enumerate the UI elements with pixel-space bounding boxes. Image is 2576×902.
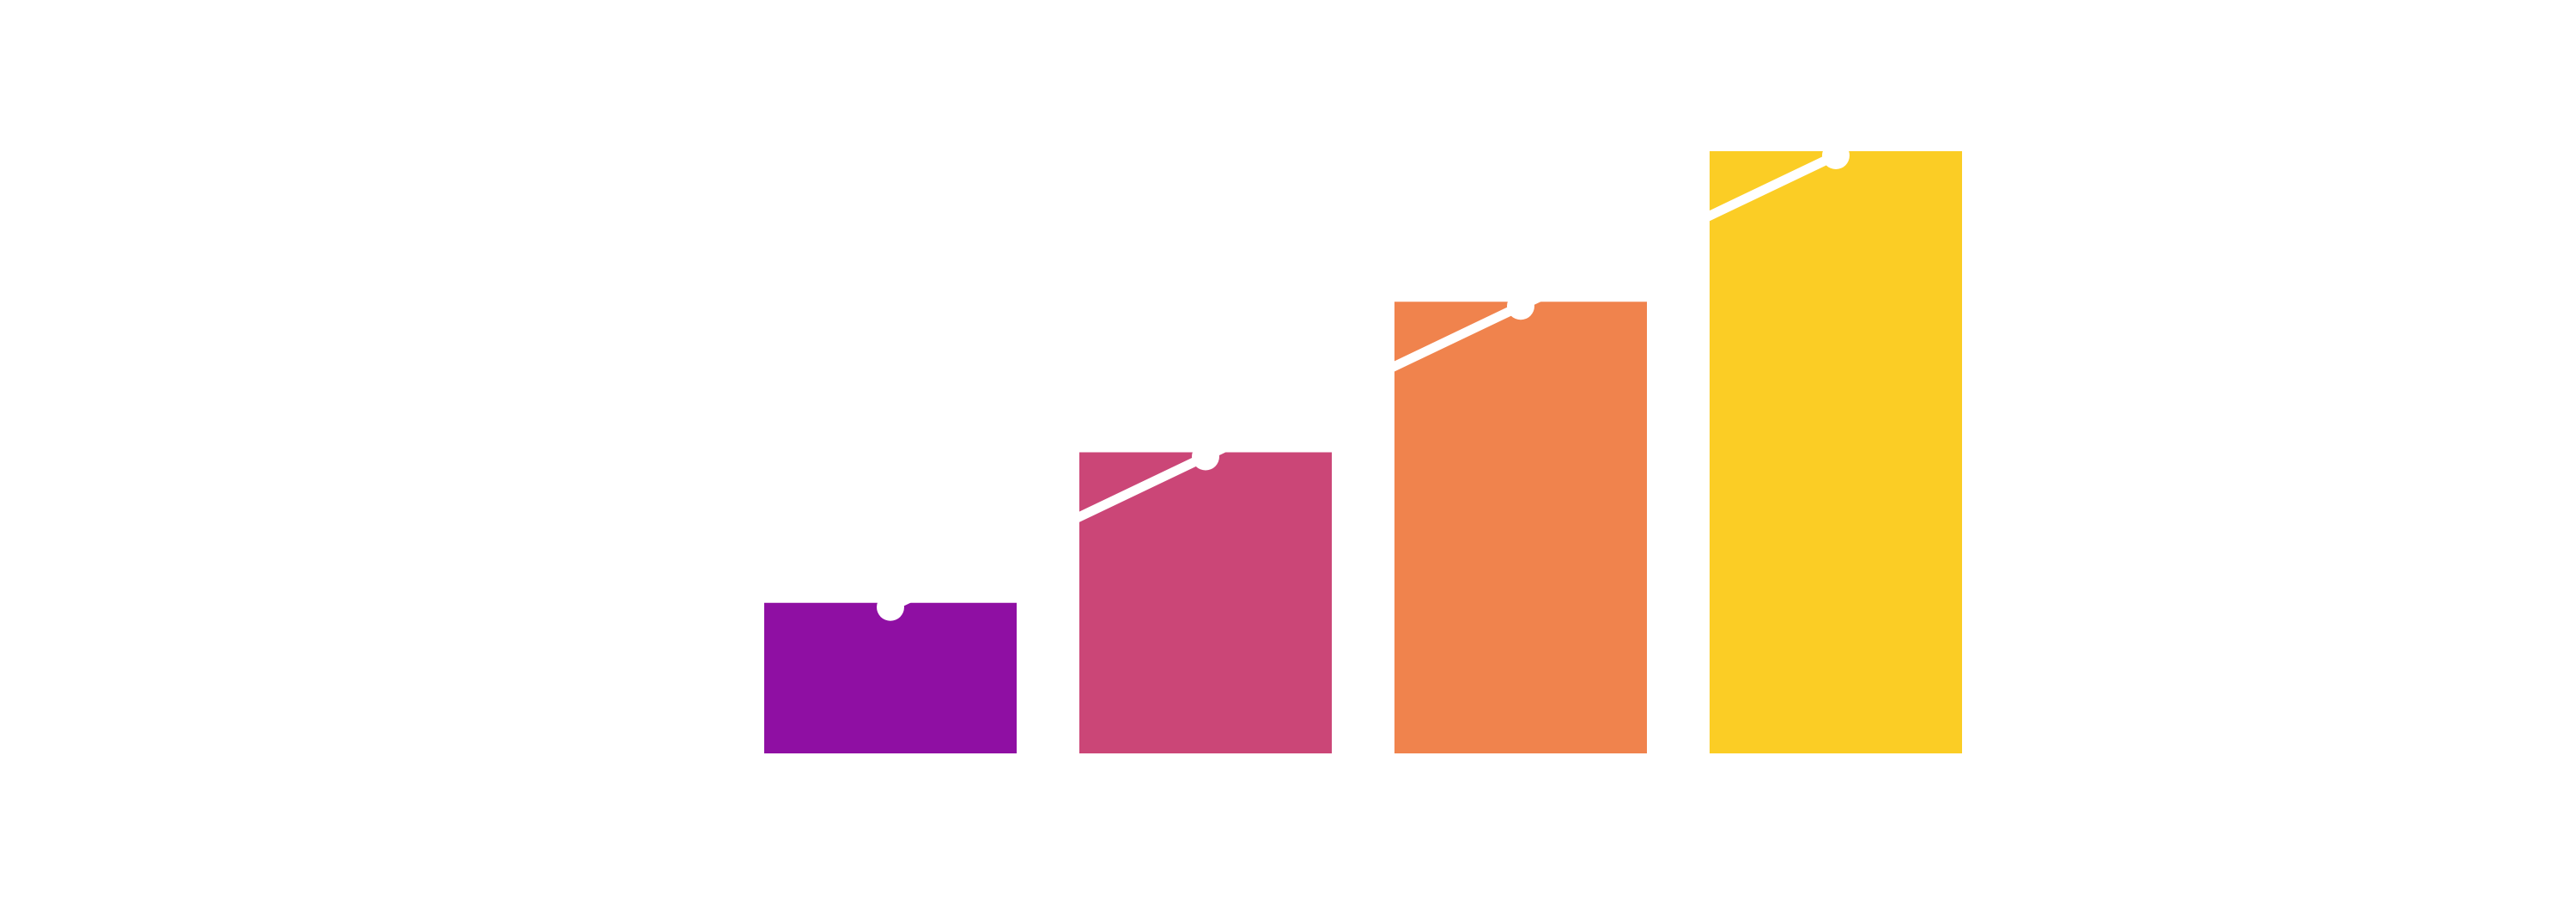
line-point-3	[1507, 292, 1534, 320]
bar-2	[1079, 452, 1332, 753]
line-layer	[877, 142, 1850, 621]
bar-3	[1394, 302, 1647, 753]
line-segment-3	[1516, 150, 1841, 311]
line-point-2	[1192, 442, 1219, 471]
bars-layer	[764, 151, 1962, 753]
bar-4	[1710, 151, 1962, 753]
line-segment-1	[885, 452, 1211, 613]
line-point-1	[877, 593, 904, 621]
line-segment-2	[1200, 301, 1526, 461]
bar-1	[764, 602, 1017, 753]
line-point-4	[1822, 142, 1850, 169]
